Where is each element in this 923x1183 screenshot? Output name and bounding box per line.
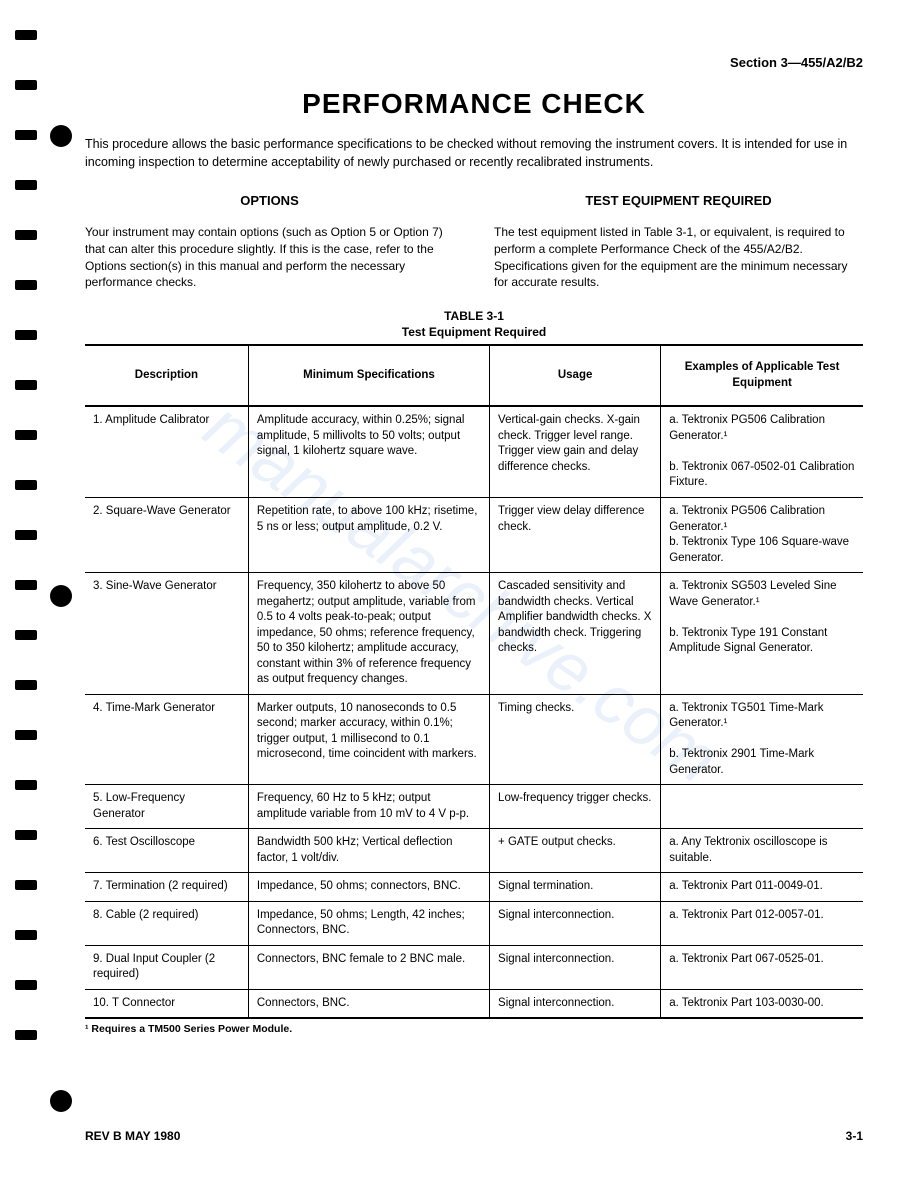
table-number: TABLE 3-1 [444,309,504,323]
cell-examples [661,785,863,829]
cell-examples: a. Any Tektronix oscilloscope is suitabl… [661,829,863,873]
cell-examples: a. Tektronix Part 011-0049-01. [661,873,863,902]
cell-usage: Signal interconnection. [490,945,661,989]
page-number: 3-1 [846,1129,863,1143]
table-title: Test Equipment Required [402,325,546,339]
cell-examples: a. Tektronix SG503 Leveled Sine Wave Gen… [661,573,863,695]
cell-usage: Timing checks. [490,694,661,785]
cell-specs: Connectors, BNC. [248,989,489,1018]
cell-description: 5. Low-Frequency Generator [85,785,248,829]
cell-examples: a. Tektronix Part 103-0030-00. [661,989,863,1018]
cell-specs: Repetition rate, to above 100 kHz; riset… [248,497,489,572]
header-specs: Minimum Specifications [248,345,489,406]
section-label: Section 3—455/A2/B2 [85,55,863,70]
test-equipment-column: TEST EQUIPMENT REQUIRED The test equipme… [494,193,863,291]
cell-usage: Low-frequency trigger checks. [490,785,661,829]
options-body: Your instrument may contain options (suc… [85,224,454,291]
table-row: 10. T ConnectorConnectors, BNC.Signal in… [85,989,863,1018]
table-caption: TABLE 3-1 Test Equipment Required [85,309,863,340]
cell-description: 7. Termination (2 required) [85,873,248,902]
page-title: PERFORMANCE CHECK [85,88,863,120]
cell-specs: Frequency, 60 Hz to 5 kHz; output amplit… [248,785,489,829]
options-column: OPTIONS Your instrument may contain opti… [85,193,454,291]
cell-usage: Cascaded sensitivity and bandwidth check… [490,573,661,695]
revision-date: REV B MAY 1980 [85,1129,180,1143]
cell-description: 8. Cable (2 required) [85,901,248,945]
intro-paragraph: This procedure allows the basic performa… [85,136,863,171]
header-usage: Usage [490,345,661,406]
cell-description: 10. T Connector [85,989,248,1018]
two-column-section: OPTIONS Your instrument may contain opti… [85,193,863,291]
table-row: 4. Time-Mark GeneratorMarker outputs, 10… [85,694,863,785]
table-row: 1. Amplitude CalibratorAmplitude accurac… [85,406,863,497]
cell-specs: Impedance, 50 ohms; Length, 42 inches; C… [248,901,489,945]
test-equipment-body: The test equipment listed in Table 3-1, … [494,224,863,291]
cell-usage: Signal interconnection. [490,901,661,945]
binding-marks [15,30,45,1143]
header-description: Description [85,345,248,406]
table-row: 8. Cable (2 required)Impedance, 50 ohms;… [85,901,863,945]
test-equipment-heading: TEST EQUIPMENT REQUIRED [494,193,863,208]
cell-description: 4. Time-Mark Generator [85,694,248,785]
cell-usage: Signal termination. [490,873,661,902]
cell-description: 2. Square-Wave Generator [85,497,248,572]
options-heading: OPTIONS [85,193,454,208]
table-header-row: Description Minimum Specifications Usage… [85,345,863,406]
cell-specs: Amplitude accuracy, within 0.25%; signal… [248,406,489,497]
cell-usage: Vertical-gain checks. X-gain check. Trig… [490,406,661,497]
cell-specs: Connectors, BNC female to 2 BNC male. [248,945,489,989]
cell-description: 9. Dual Input Coupler (2 required) [85,945,248,989]
table-footnote: ¹ Requires a TM500 Series Power Module. [85,1023,863,1035]
cell-specs: Marker outputs, 10 nanoseconds to 0.5 se… [248,694,489,785]
cell-specs: Frequency, 350 kilohertz to above 50 meg… [248,573,489,695]
page-footer: REV B MAY 1980 3-1 [85,1129,863,1143]
table-row: 5. Low-Frequency GeneratorFrequency, 60 … [85,785,863,829]
cell-description: 1. Amplitude Calibrator [85,406,248,497]
table-row: 6. Test OscilloscopeBandwidth 500 kHz; V… [85,829,863,873]
cell-specs: Bandwidth 500 kHz; Vertical deflection f… [248,829,489,873]
cell-examples: a. Tektronix PG506 Calibration Generator… [661,497,863,572]
cell-examples: a. Tektronix Part 012-0057-01. [661,901,863,945]
cell-examples: a. Tektronix TG501 Time-Mark Generator.¹… [661,694,863,785]
cell-usage: Signal interconnection. [490,989,661,1018]
cell-usage: + GATE output checks. [490,829,661,873]
cell-examples: a. Tektronix Part 067-0525-01. [661,945,863,989]
cell-usage: Trigger view delay difference check. [490,497,661,572]
table-row: 3. Sine-Wave GeneratorFrequency, 350 kil… [85,573,863,695]
table-row: 2. Square-Wave GeneratorRepetition rate,… [85,497,863,572]
cell-examples: a. Tektronix PG506 Calibration Generator… [661,406,863,497]
table-row: 9. Dual Input Coupler (2 required)Connec… [85,945,863,989]
cell-description: 6. Test Oscilloscope [85,829,248,873]
equipment-table: Description Minimum Specifications Usage… [85,344,863,1019]
cell-specs: Impedance, 50 ohms; connectors, BNC. [248,873,489,902]
table-row: 7. Termination (2 required)Impedance, 50… [85,873,863,902]
cell-description: 3. Sine-Wave Generator [85,573,248,695]
header-examples: Examples of Applicable Test Equipment [661,345,863,406]
